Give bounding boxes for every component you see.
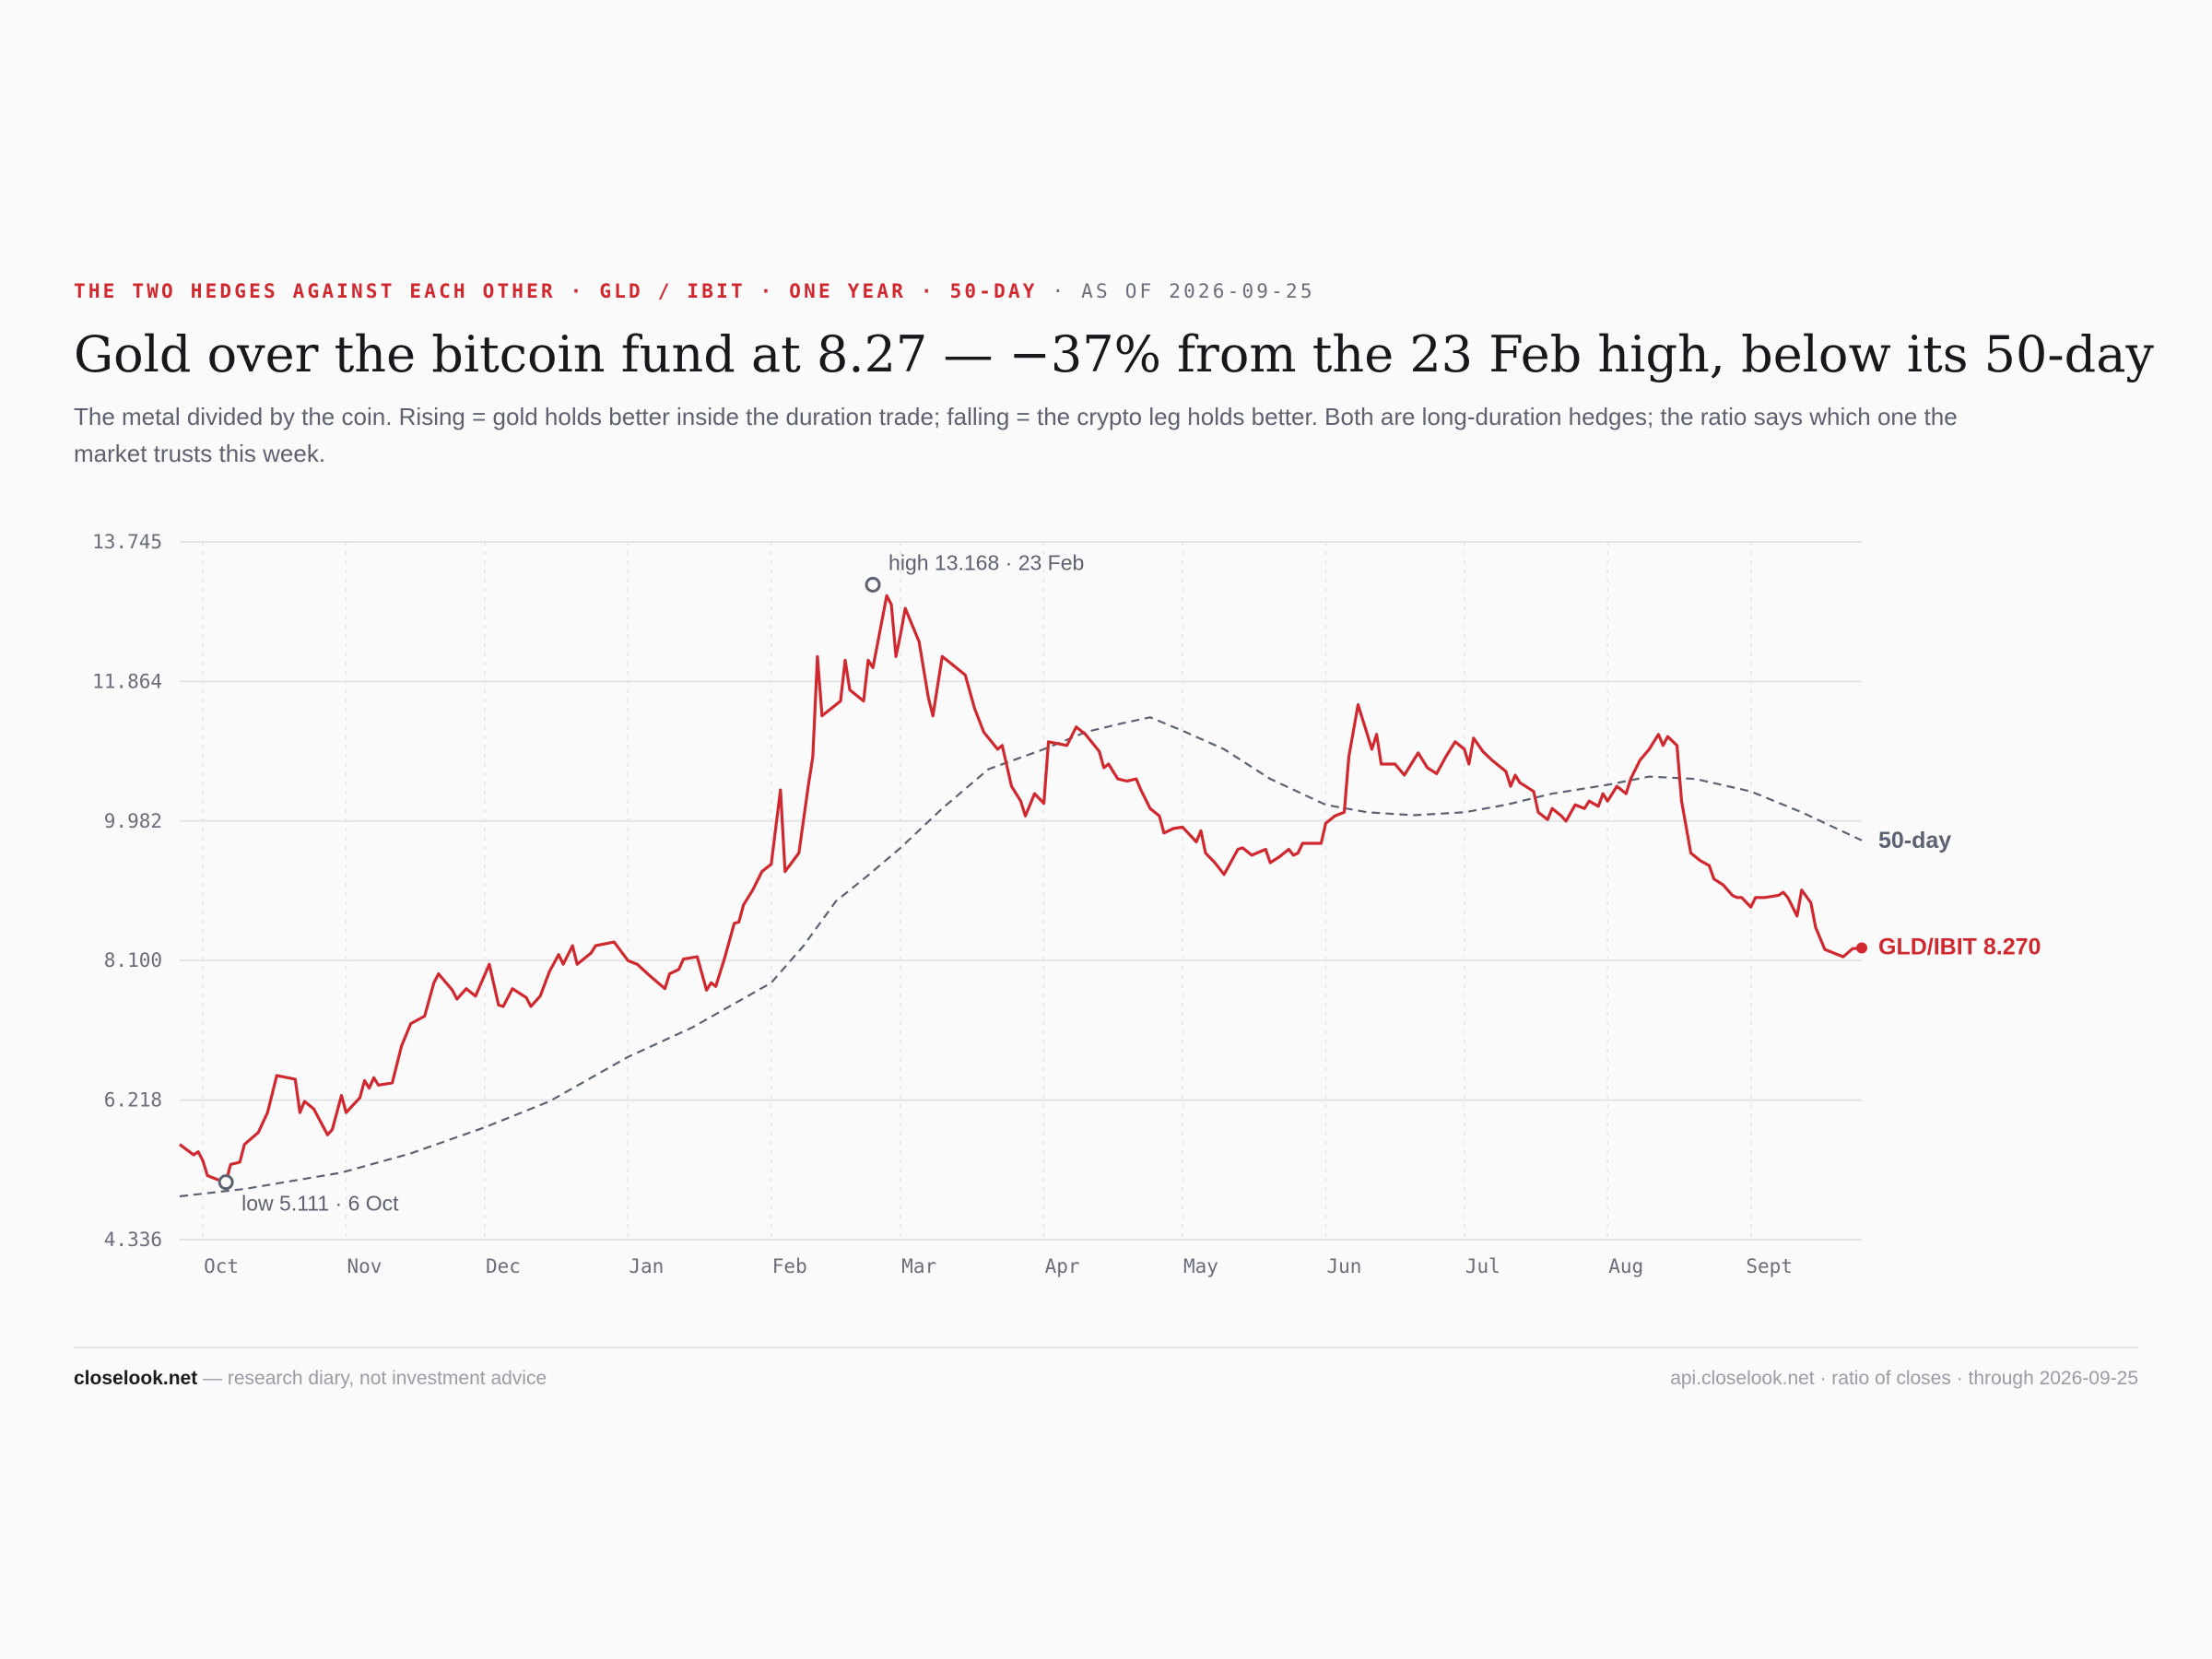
x-tick-label: Jul xyxy=(1465,1255,1500,1277)
ma-50day-line xyxy=(179,716,1863,1198)
x-tick-label: Apr xyxy=(1045,1255,1080,1277)
high-annotation: high 13.168 · 23 Feb xyxy=(888,550,1084,574)
kicker-text: THE TWO HEDGES AGAINST EACH OTHER · GLD … xyxy=(74,280,1038,302)
x-tick-label: Jun xyxy=(1326,1255,1361,1277)
footer-divider xyxy=(74,1347,2138,1348)
last-value-marker xyxy=(1856,942,1867,954)
ratio-end-label: GLD/IBIT 8.270 xyxy=(1878,934,2041,959)
chart-kicker: THE TWO HEDGES AGAINST EACH OTHER · GLD … xyxy=(74,280,1315,302)
footer-source: api.closelook.net · ratio of closes · th… xyxy=(1670,1368,2138,1389)
footer-credit: closelook.net — research diary, not inve… xyxy=(74,1368,547,1390)
y-tick-label: 13.745 xyxy=(92,531,162,553)
ma-end-label: 50-day xyxy=(1878,828,1951,853)
low-marker xyxy=(218,1174,234,1191)
as-of-date: · AS OF 2026-09-25 xyxy=(1052,280,1315,302)
low-annotation: low 5.111 · 6 Oct xyxy=(241,1192,399,1216)
chart-subtitle: The metal divided by the coin. Rising = … xyxy=(74,403,1958,467)
x-tick-label: Mar xyxy=(901,1255,936,1277)
y-tick-label: 9.982 xyxy=(104,810,162,832)
footer-brand: closelook.net xyxy=(74,1368,198,1389)
x-tick-label: Jan xyxy=(629,1255,664,1277)
y-tick-label: 8.100 xyxy=(104,949,162,971)
x-tick-label: Aug xyxy=(1608,1255,1643,1277)
x-tick-label: Sept xyxy=(1746,1255,1793,1277)
high-marker xyxy=(865,576,881,593)
ratio-line xyxy=(179,594,1863,1184)
x-tick-label: Dec xyxy=(486,1255,521,1277)
y-tick-label: 11.864 xyxy=(92,670,162,692)
y-tick-label: 4.336 xyxy=(104,1229,162,1251)
chart-title: Gold over the bitcoin fund at 8.27 — −37… xyxy=(74,325,2154,383)
x-tick-label: May xyxy=(1183,1255,1218,1277)
y-tick-label: 6.218 xyxy=(104,1089,162,1112)
x-tick-label: Oct xyxy=(204,1255,239,1277)
ratio-chart: 13.745 11.864 9.982 8.100 6.218 4.336 Oct Nov De… xyxy=(92,531,2041,1277)
x-tick-label: Nov xyxy=(347,1255,382,1277)
footer-tagline: — research diary, not investment advice xyxy=(203,1368,547,1389)
x-tick-label: Feb xyxy=(772,1255,807,1277)
